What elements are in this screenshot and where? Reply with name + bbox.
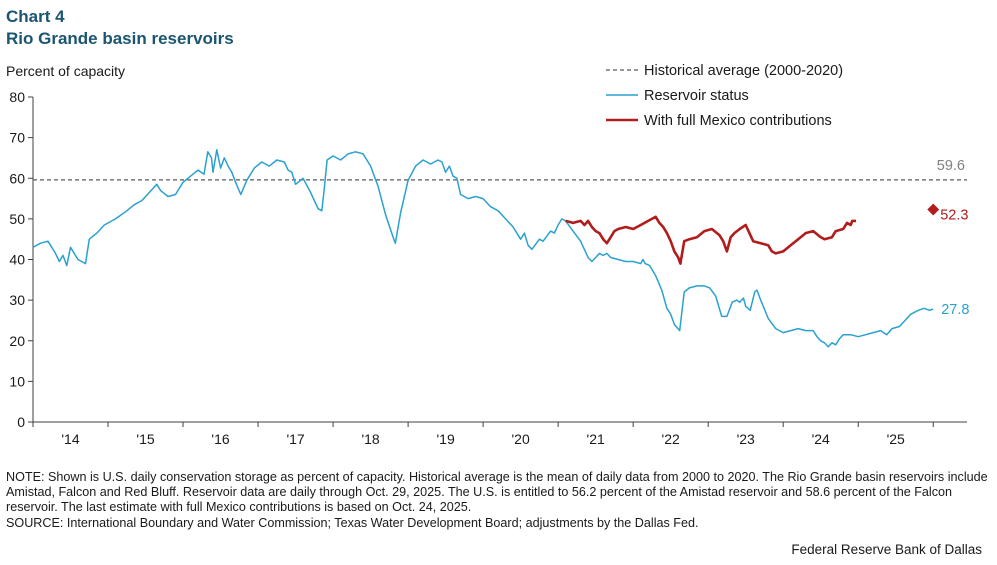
credit-text: Federal Reserve Bank of Dallas: [791, 542, 982, 557]
y-axis-title: Percent of capacity: [6, 63, 125, 79]
x-tick-label: '17: [286, 431, 304, 447]
x-tick-label: '15: [136, 431, 154, 447]
reservoir-status-end-label: 27.8: [941, 302, 969, 318]
y-axis: 0 10 20 30 40 50 60 70 80: [9, 89, 34, 430]
y-tick-label: 20: [9, 333, 25, 349]
y-tick-label: 70: [9, 130, 25, 146]
chart-notes: NOTE: Shown is U.S. daily conservation s…: [6, 470, 991, 531]
x-tick-label: '19: [436, 431, 454, 447]
x-tick-label: '23: [737, 431, 755, 447]
x-tick-label: '25: [887, 431, 905, 447]
chart-subtitle: Rio Grande basin reservoirs: [6, 29, 234, 48]
x-tick-label: '24: [812, 431, 830, 447]
historical-average-label: 59.6: [937, 158, 965, 174]
y-tick-label: 60: [9, 170, 25, 186]
x-tick-label: '21: [587, 431, 605, 447]
mexico-contributions-line: [565, 215, 856, 265]
chart-title: Chart 4: [6, 7, 65, 26]
x-tick-label: '16: [211, 431, 229, 447]
reservoir-line-chart: Percent of capacity 0 10 20 30 40 50 60 70 80 '1…: [6, 63, 969, 447]
y-tick-label: 0: [17, 414, 25, 430]
mexico-contributions-end-label: 52.3: [940, 208, 968, 224]
x-tick-label: '14: [61, 431, 79, 447]
reservoir-status-line: [32, 149, 934, 348]
x-tick-label: '20: [512, 431, 530, 447]
x-tick-label: '18: [361, 431, 379, 447]
x-axis: '14 '15 '16 '17 '18 '19 '20 '21 '22 '23 '24 '25: [32, 421, 967, 447]
legend-label: With full Mexico contributions: [644, 113, 832, 129]
y-tick-label: 40: [9, 252, 25, 268]
y-tick-label: 30: [9, 292, 25, 308]
y-tick-label: 10: [9, 373, 25, 389]
source-text: SOURCE: International Boundary and Water…: [6, 515, 699, 530]
note-text: NOTE: Shown is U.S. daily conservation s…: [6, 470, 988, 515]
latest-estimate-marker: [927, 203, 940, 216]
y-tick-label: 80: [9, 89, 25, 105]
legend-label: Reservoir status: [644, 88, 749, 104]
series-layer: 59.6 27.8 52.3: [32, 149, 969, 348]
chart-legend: Historical average (2000-2020) Reservoir …: [606, 63, 843, 129]
x-tick-label: '22: [662, 431, 680, 447]
y-tick-label: 50: [9, 211, 25, 227]
legend-label: Historical average (2000-2020): [644, 63, 843, 79]
